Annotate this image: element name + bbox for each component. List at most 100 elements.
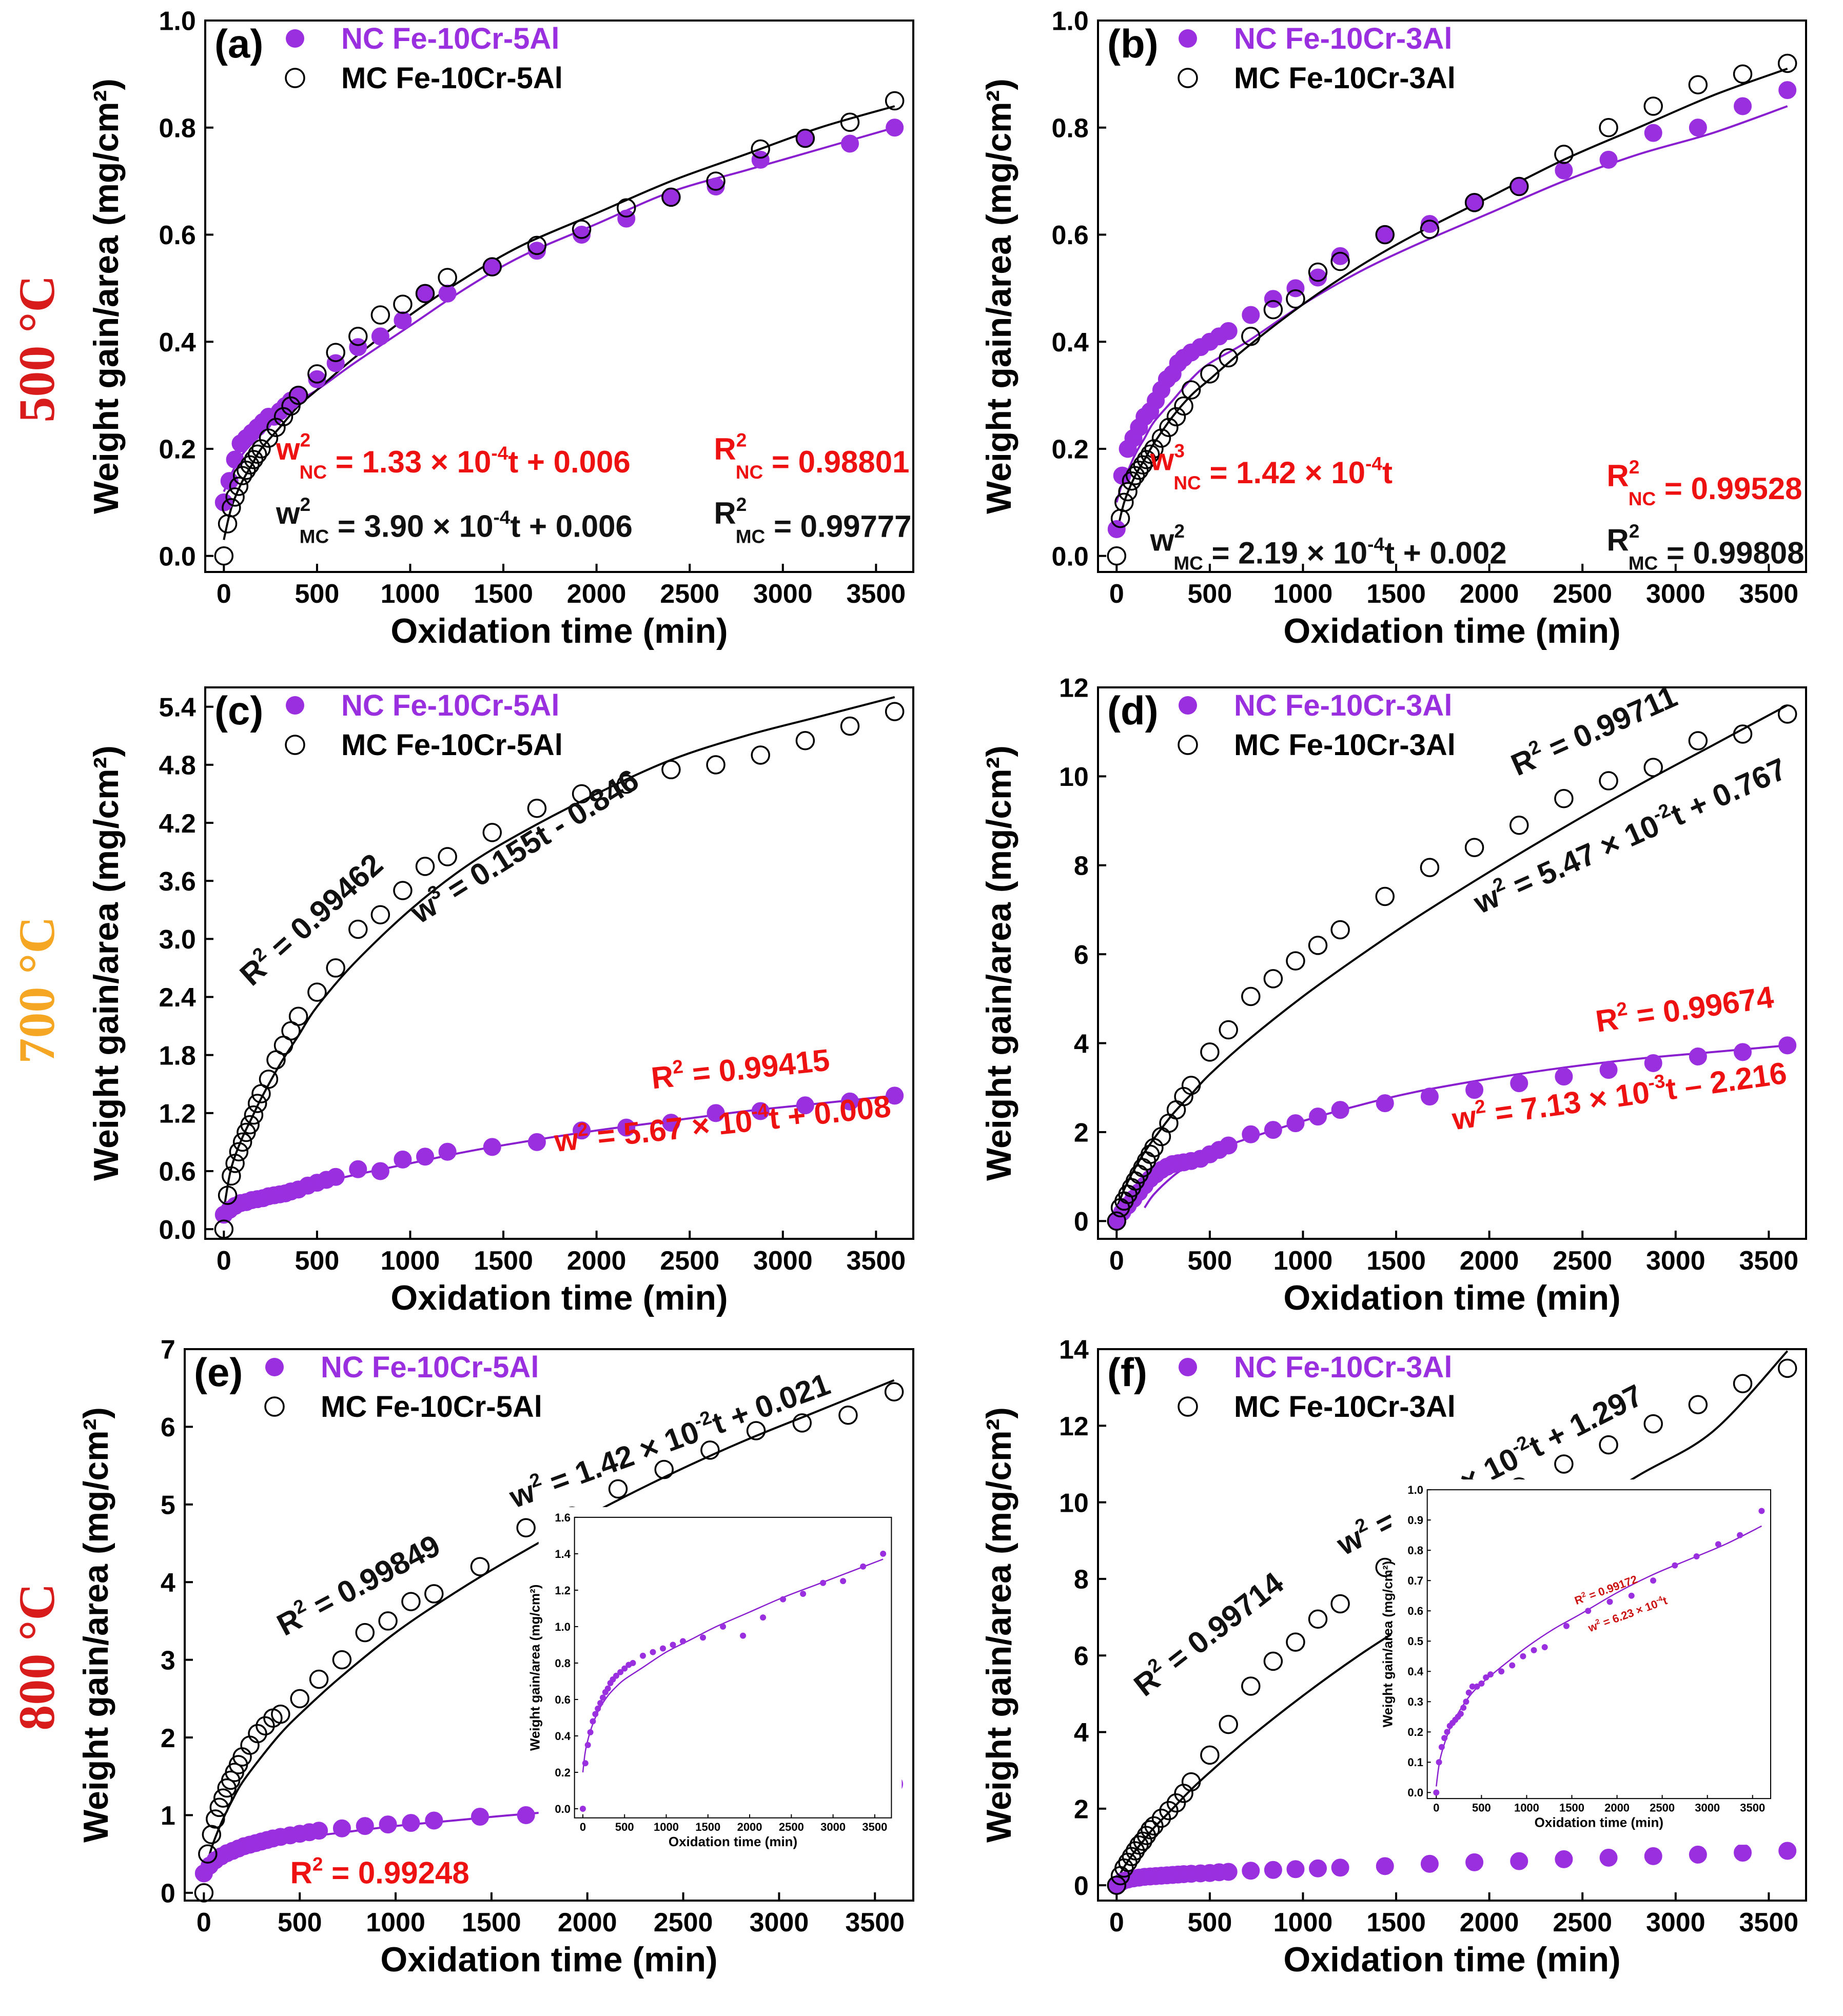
inset-data-point <box>617 1669 624 1675</box>
inset-data-point <box>1672 1562 1678 1569</box>
legend-nc-label: NC Fe-10Cr-5Al <box>341 689 559 722</box>
fit-equation: w2 = 5.67 × 10-4t + 0.008 <box>552 1087 893 1159</box>
nc-data-point <box>1309 268 1327 287</box>
x-tick-label: 0 <box>1109 1908 1124 1938</box>
mc-data-point <box>1181 380 1201 400</box>
mc-data-point <box>1688 731 1708 750</box>
nc-data-point <box>707 177 725 196</box>
mc-data-point <box>1118 482 1138 502</box>
nc-data-point <box>326 1168 345 1186</box>
fit-annotations: R2 = 0.99462 w3 = 0.155t - 0.846 R2 = 0.99… <box>232 762 893 1159</box>
inset-data-point <box>1460 1705 1467 1711</box>
mc-data-point <box>1733 64 1753 84</box>
y-tick-label: 14 <box>1059 1335 1089 1365</box>
x-tick-label: 0 <box>197 1908 211 1938</box>
nc-data-point <box>751 1102 770 1120</box>
mc-data-point <box>198 1844 218 1864</box>
mc-data-point <box>1151 428 1171 448</box>
x-axis-label: Oxidation time (min) <box>390 611 728 650</box>
mc-data-point <box>309 1669 329 1689</box>
y-tick-label: 0.5 <box>1407 1635 1423 1648</box>
y-tick-label: 0.8 <box>1052 113 1089 143</box>
inset-data-point <box>1693 1553 1700 1559</box>
mc-data-point <box>225 1154 245 1173</box>
y-tick-label: 0 <box>1074 1207 1089 1237</box>
x-tick-label: 1000 <box>1273 1908 1333 1938</box>
legend: NC Fe-10Cr-3Al MC Fe-10Cr-3Al <box>1178 1351 1456 1424</box>
mc-fit-line <box>223 696 895 1210</box>
y-axis-label: Weight gain/area (mg/cm²) <box>979 1407 1018 1843</box>
y-axis-label: Weight gain/area (mg/cm²) <box>87 78 126 514</box>
inset-data-point <box>760 1614 767 1621</box>
legend-nc-label: NC Fe-10Cr-3Al <box>1234 22 1452 55</box>
panel-a: 0 500 1000 1500 2000 2500 3000 3500 0.0 0.2 0.4 0.6… <box>87 7 914 650</box>
fit-equation: R2 = 0.99714 <box>1126 1564 1290 1703</box>
y-tick-label: 1.8 <box>159 1041 196 1071</box>
panel-label: (b) <box>1107 21 1159 66</box>
mc-series <box>214 702 905 1239</box>
mc-data-point <box>290 1689 309 1709</box>
mc-data-point <box>700 1440 720 1460</box>
fit-equation: R2 = 0.99462 <box>232 845 389 993</box>
mc-data-point <box>1554 1454 1574 1474</box>
mc-data-point <box>355 1623 375 1643</box>
y-tick-label: 1.4 <box>555 1548 571 1560</box>
y-tick-label: 0.3 <box>1407 1695 1423 1708</box>
mc-data-point <box>1688 75 1708 94</box>
nc-data-point <box>394 1150 412 1169</box>
y-tick-label: 5.4 <box>159 693 196 722</box>
row-label-500: 500 °C <box>8 275 65 422</box>
mc-data-point <box>259 428 279 448</box>
y-tick-label: 1.0 <box>1052 7 1089 36</box>
y-tick-label: 4.2 <box>159 809 196 839</box>
nc-data-point <box>332 1819 351 1837</box>
plot-frame <box>204 686 914 1240</box>
mc-data-point <box>209 1797 229 1817</box>
mc-data-point <box>751 745 770 765</box>
panel-c: 0 500 1000 1500 2000 2500 3000 3500 0.0 0.6 1.2 1.8… <box>87 686 914 1317</box>
mc-data-point <box>527 798 547 818</box>
plot-frame <box>574 1516 892 1819</box>
mc-data-point <box>1599 117 1618 137</box>
inset-data-point <box>1531 1647 1537 1653</box>
mc-data-point <box>1330 251 1350 271</box>
x-axis-label: Oxidation time (min) <box>380 1940 717 1979</box>
inset-data-point <box>1465 1689 1472 1696</box>
nc-data-point <box>1689 118 1707 137</box>
nc-data-point <box>617 1118 636 1137</box>
y-tick-label: 0 <box>161 1879 175 1909</box>
y-tick-label: 4.8 <box>159 751 196 781</box>
x-tick-label: 3500 <box>1740 1801 1765 1814</box>
mc-data-point <box>1464 193 1484 212</box>
inset-data-point <box>860 1563 867 1570</box>
nc-series <box>1107 1036 1797 1230</box>
y-tick-label: 4 <box>161 1568 175 1598</box>
mc-data-point <box>885 91 905 111</box>
mc-data-point <box>1125 466 1145 485</box>
y-axis-label: Weight gain/area (mg/cm²) <box>1380 1561 1396 1728</box>
y-tick-label: 0.0 <box>555 1803 571 1815</box>
nc-data-point <box>371 1162 389 1180</box>
nc-data-point <box>1465 1853 1484 1871</box>
fit-equation: R2 MC = 0.99808 <box>1606 521 1804 574</box>
y-axis-ticks: 0.0 0.2 0.4 0.6 0.8 1.0 1.2 1.4 1.6 <box>555 1511 578 1815</box>
x-tick-label: 500 <box>615 1821 634 1833</box>
mc-data-point <box>424 1584 444 1604</box>
legend-mc-label: MC Fe-10Cr-5Al <box>321 1390 542 1424</box>
y-tick-label: 1.0 <box>555 1620 571 1633</box>
y-axis-ticks: 0.0 0.2 0.4 0.6 0.8 1.0 <box>159 7 213 571</box>
nc-data-point <box>1242 1125 1260 1143</box>
inset-data-point <box>1436 1759 1442 1766</box>
y-axis-ticks: 0.0 0.2 0.4 0.6 0.8 1.0 <box>1052 7 1106 571</box>
inset-data-point <box>650 1649 656 1655</box>
y-tick-label: 8 <box>1074 851 1089 881</box>
nc-data-point <box>1242 306 1260 324</box>
nc-data-point <box>1555 1068 1573 1086</box>
mc-data-point <box>271 1704 290 1724</box>
mc-data-point <box>1174 1086 1193 1106</box>
mc-data-point <box>706 755 726 775</box>
plot-frame <box>1426 1489 1771 1800</box>
x-tick-label: 500 <box>295 1246 340 1276</box>
mc-data-point <box>1181 1772 1201 1792</box>
inset-data-point <box>1457 1710 1464 1717</box>
